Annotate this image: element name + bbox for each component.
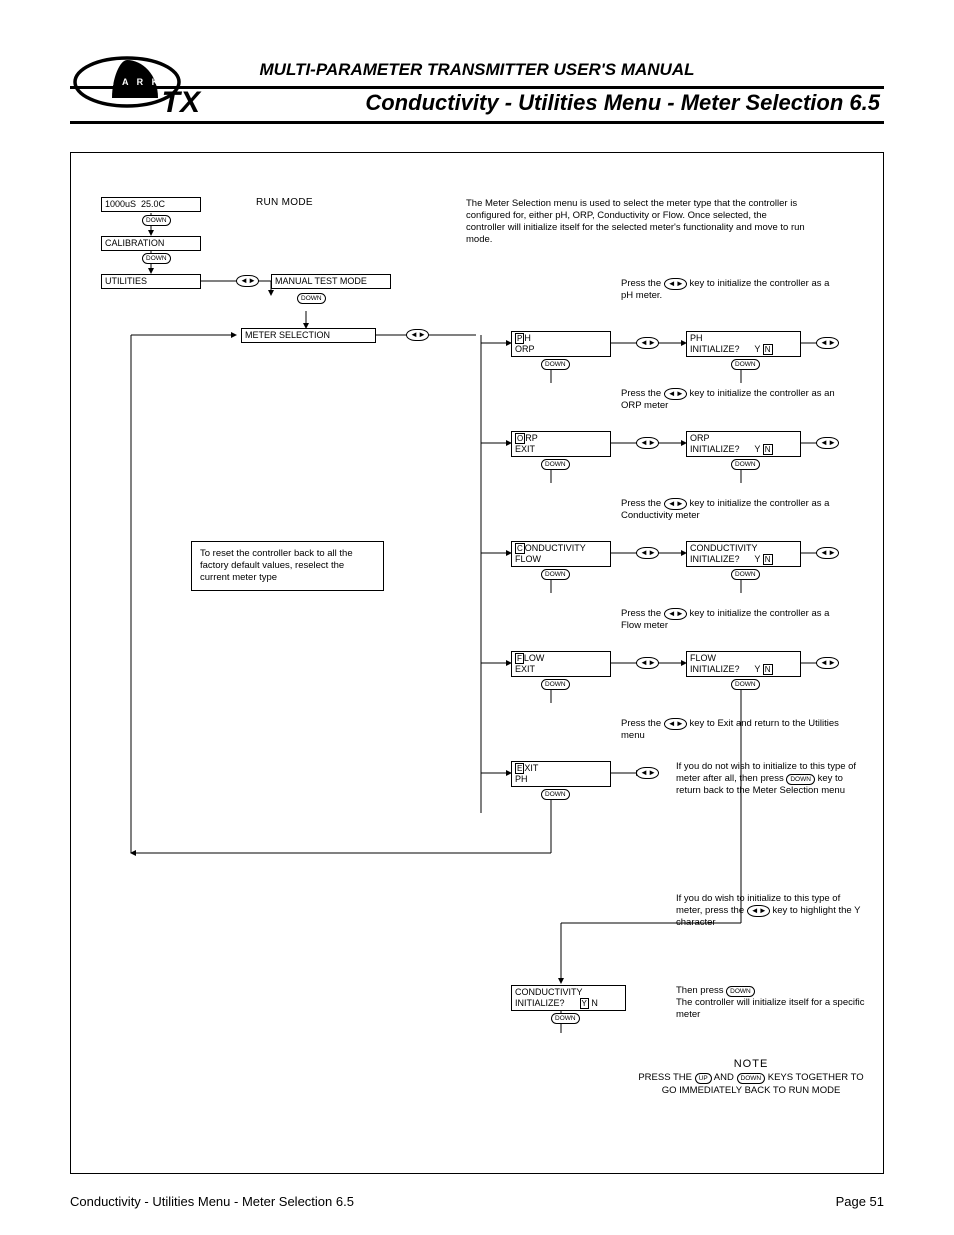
footer-left: Conductivity - Utilities Menu - Meter Se… (70, 1194, 354, 1209)
screen-cond-flow: CONDUCTIVITY FLOW (511, 541, 611, 567)
page-footer: Conductivity - Utilities Menu - Meter Se… (70, 1194, 884, 1209)
screen-cond-init: CONDUCTIVITY INITIALIZE? Y N (686, 541, 801, 567)
lr-key-icon: ◄ ► (636, 657, 659, 669)
lr-key-icon: ◄ ► (636, 437, 659, 449)
note-box: NOTE PRESS THE UP AND DOWN KEYS TOGETHER… (631, 1058, 871, 1097)
down-key-icon: DOWN (731, 459, 760, 470)
lr-key-icon: ◄ ► (816, 337, 839, 349)
down-key-icon: DOWN (297, 293, 326, 304)
lr-key-icon: ◄ ► (636, 547, 659, 559)
reset-note-box: To reset the controller back to all the … (191, 541, 384, 591)
lr-key-icon: ◄ ► (664, 608, 687, 620)
down-key-icon: DOWN (142, 253, 171, 264)
screen-cond-init-y: CONDUCTIVITY INITIALIZE? Y N (511, 985, 626, 1011)
down-key-icon: DOWN (731, 679, 760, 690)
shark-tx-logo: S H A R K TX (72, 54, 222, 124)
down-key-icon: DOWN (541, 569, 570, 580)
screen-meter-selection: METER SELECTION (241, 328, 376, 343)
then-press-text: Then press DOWNThe controller will initi… (676, 985, 866, 1021)
lr-key-icon: ◄ ► (636, 767, 659, 779)
up-key-icon: UP (695, 1073, 712, 1084)
lr-key-icon: ◄ ► (747, 905, 770, 917)
lr-key-icon: ◄ ► (664, 498, 687, 510)
flow-instruction: Press the ◄ ► key to initialize the cont… (621, 608, 841, 632)
orp-instruction: Press the ◄ ► key to initialize the cont… (621, 388, 841, 412)
no-init-text: If you do not wish to initialize to this… (676, 761, 866, 797)
lr-key-icon: ◄ ► (406, 329, 429, 341)
down-key-icon: DOWN (541, 359, 570, 370)
footer-right: Page 51 (836, 1194, 884, 1209)
screen-manual-test: MANUAL TEST MODE (271, 274, 391, 289)
run-mode-label: RUN MODE (256, 197, 313, 208)
down-key-icon: DOWN (142, 215, 171, 226)
down-key-icon: DOWN (786, 774, 815, 785)
down-key-icon: DOWN (541, 789, 570, 800)
intro-text: The Meter Selection menu is used to sele… (466, 198, 806, 246)
screen-flow-exit: FLOW EXIT (511, 651, 611, 677)
diagram-frame: 1000uS 25.0C RUN MODE DOWN CALIBRATION D… (70, 152, 884, 1174)
screen-flow-init: FLOW INITIALIZE? Y N (686, 651, 801, 677)
screen-utilities: UTILITIES (101, 274, 201, 289)
down-key-icon: DOWN (726, 986, 755, 997)
note-text: PRESS THE UP AND DOWN KEYS TOGETHER TO G… (631, 1071, 871, 1097)
ph-instruction: Press the ◄ ► key to initialize the cont… (621, 278, 841, 302)
screen-ph-orp: PH ORP (511, 331, 611, 357)
screen-exit-ph: EXIT PH (511, 761, 611, 787)
down-key-icon: DOWN (541, 679, 570, 690)
screen-orp-exit: ORP EXIT (511, 431, 611, 457)
screen-run-display: 1000uS 25.0C (101, 197, 201, 212)
lr-key-icon: ◄ ► (636, 337, 659, 349)
lr-key-icon: ◄ ► (816, 657, 839, 669)
note-title: NOTE (631, 1058, 871, 1071)
lr-key-icon: ◄ ► (236, 275, 259, 287)
screen-ph-init: PH INITIALIZE? Y N (686, 331, 801, 357)
down-key-icon: DOWN (731, 569, 760, 580)
yes-init-text: If you do wish to initialize to this typ… (676, 893, 866, 929)
cond-instruction: Press the ◄ ► key to initialize the cont… (621, 498, 841, 522)
down-key-icon: DOWN (731, 359, 760, 370)
lr-key-icon: ◄ ► (816, 437, 839, 449)
down-key-icon: DOWN (737, 1073, 766, 1084)
screen-calibration: CALIBRATION (101, 236, 201, 251)
down-key-icon: DOWN (541, 459, 570, 470)
lr-key-icon: ◄ ► (664, 388, 687, 400)
exit-instruction: Press the ◄ ► key to Exit and return to … (621, 718, 841, 742)
lr-key-icon: ◄ ► (664, 718, 687, 730)
screen-orp-init: ORP INITIALIZE? Y N (686, 431, 801, 457)
logo-letters: S H A R K (93, 77, 161, 87)
svg-text:TX: TX (162, 86, 202, 119)
lr-key-icon: ◄ ► (816, 547, 839, 559)
down-key-icon: DOWN (551, 1013, 580, 1024)
lr-key-icon: ◄ ► (664, 278, 687, 290)
page: S H A R K TX MULTI-PARAMETER TRANSMITTER… (0, 0, 954, 1235)
